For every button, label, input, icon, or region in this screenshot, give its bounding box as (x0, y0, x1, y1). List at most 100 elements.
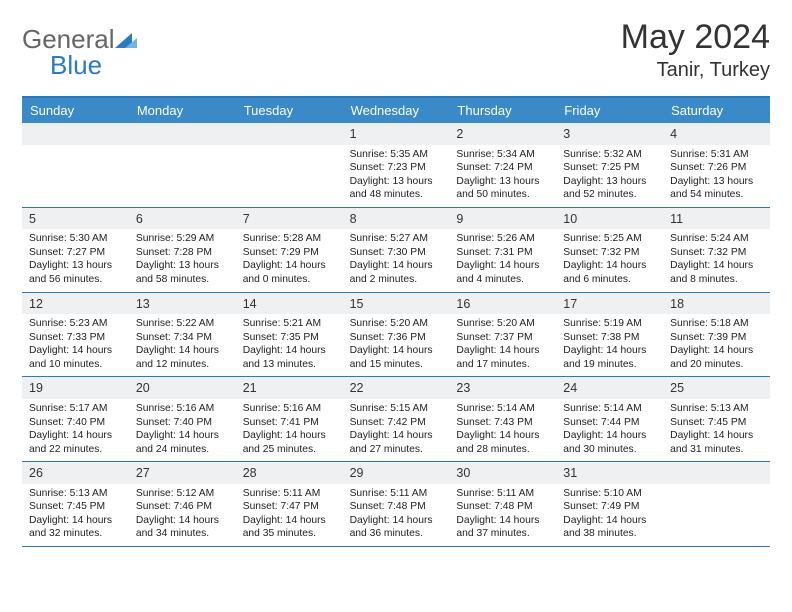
day-header-cell: Wednesday (343, 98, 450, 123)
day-details (22, 145, 129, 203)
day-number: 9 (449, 208, 556, 230)
day-details: Sunrise: 5:20 AMSunset: 7:37 PMDaylight:… (449, 314, 556, 376)
location: Tanir, Turkey (621, 59, 770, 82)
sunset-line: Sunset: 7:42 PM (350, 416, 443, 430)
sunset-line: Sunset: 7:32 PM (670, 246, 763, 260)
day-details (663, 484, 770, 542)
day-number: 29 (343, 462, 450, 484)
day-details: Sunrise: 5:27 AMSunset: 7:30 PMDaylight:… (343, 229, 450, 291)
sunset-line: Sunset: 7:34 PM (136, 331, 229, 345)
sunset-line: Sunset: 7:45 PM (670, 416, 763, 430)
daylight-line: Daylight: 13 hours and 48 minutes. (350, 175, 443, 202)
day-cell: 16Sunrise: 5:20 AMSunset: 7:37 PMDayligh… (449, 293, 556, 377)
sunset-line: Sunset: 7:25 PM (563, 161, 656, 175)
day-number: 21 (236, 377, 343, 399)
sunrise-line: Sunrise: 5:24 AM (670, 232, 763, 246)
day-header-cell: Sunday (22, 98, 129, 123)
day-details: Sunrise: 5:19 AMSunset: 7:38 PMDaylight:… (556, 314, 663, 376)
sunrise-line: Sunrise: 5:17 AM (29, 402, 122, 416)
daylight-line: Daylight: 14 hours and 38 minutes. (563, 514, 656, 541)
week-row: 19Sunrise: 5:17 AMSunset: 7:40 PMDayligh… (22, 377, 770, 462)
day-details (236, 145, 343, 203)
day-number: 18 (663, 293, 770, 315)
day-cell: 27Sunrise: 5:12 AMSunset: 7:46 PMDayligh… (129, 462, 236, 546)
logo-triangle-icon (115, 31, 137, 49)
day-number: 12 (22, 293, 129, 315)
day-cell: 14Sunrise: 5:21 AMSunset: 7:35 PMDayligh… (236, 293, 343, 377)
day-cell: 3Sunrise: 5:32 AMSunset: 7:25 PMDaylight… (556, 123, 663, 207)
day-number (22, 123, 129, 145)
day-details: Sunrise: 5:28 AMSunset: 7:29 PMDaylight:… (236, 229, 343, 291)
day-details: Sunrise: 5:32 AMSunset: 7:25 PMDaylight:… (556, 145, 663, 207)
day-cell: 2Sunrise: 5:34 AMSunset: 7:24 PMDaylight… (449, 123, 556, 207)
day-number: 24 (556, 377, 663, 399)
daylight-line: Daylight: 14 hours and 2 minutes. (350, 259, 443, 286)
daylight-line: Daylight: 14 hours and 37 minutes. (456, 514, 549, 541)
day-cell: 12Sunrise: 5:23 AMSunset: 7:33 PMDayligh… (22, 293, 129, 377)
day-header-cell: Saturday (663, 98, 770, 123)
sunset-line: Sunset: 7:27 PM (29, 246, 122, 260)
day-cell: 19Sunrise: 5:17 AMSunset: 7:40 PMDayligh… (22, 377, 129, 461)
sunrise-line: Sunrise: 5:30 AM (29, 232, 122, 246)
day-number: 19 (22, 377, 129, 399)
day-cell (129, 123, 236, 207)
day-number: 28 (236, 462, 343, 484)
header: General May 2024 Tanir, Turkey (22, 18, 770, 82)
day-details: Sunrise: 5:14 AMSunset: 7:44 PMDaylight:… (556, 399, 663, 461)
day-number: 7 (236, 208, 343, 230)
daylight-line: Daylight: 14 hours and 8 minutes. (670, 259, 763, 286)
day-number: 11 (663, 208, 770, 230)
day-details: Sunrise: 5:15 AMSunset: 7:42 PMDaylight:… (343, 399, 450, 461)
sunrise-line: Sunrise: 5:20 AM (350, 317, 443, 331)
sunrise-line: Sunrise: 5:15 AM (350, 402, 443, 416)
sunset-line: Sunset: 7:46 PM (136, 500, 229, 514)
day-number: 22 (343, 377, 450, 399)
sunset-line: Sunset: 7:29 PM (243, 246, 336, 260)
day-number: 5 (22, 208, 129, 230)
daylight-line: Daylight: 14 hours and 4 minutes. (456, 259, 549, 286)
day-number: 13 (129, 293, 236, 315)
day-cell: 28Sunrise: 5:11 AMSunset: 7:47 PMDayligh… (236, 462, 343, 546)
daylight-line: Daylight: 14 hours and 15 minutes. (350, 344, 443, 371)
day-details: Sunrise: 5:13 AMSunset: 7:45 PMDaylight:… (22, 484, 129, 546)
sunset-line: Sunset: 7:30 PM (350, 246, 443, 260)
day-number: 15 (343, 293, 450, 315)
day-number: 2 (449, 123, 556, 145)
sunrise-line: Sunrise: 5:25 AM (563, 232, 656, 246)
day-details: Sunrise: 5:20 AMSunset: 7:36 PMDaylight:… (343, 314, 450, 376)
day-header-cell: Monday (129, 98, 236, 123)
sunset-line: Sunset: 7:39 PM (670, 331, 763, 345)
day-details: Sunrise: 5:16 AMSunset: 7:40 PMDaylight:… (129, 399, 236, 461)
day-details: Sunrise: 5:11 AMSunset: 7:48 PMDaylight:… (343, 484, 450, 546)
day-details: Sunrise: 5:21 AMSunset: 7:35 PMDaylight:… (236, 314, 343, 376)
day-details: Sunrise: 5:22 AMSunset: 7:34 PMDaylight:… (129, 314, 236, 376)
sunrise-line: Sunrise: 5:31 AM (670, 148, 763, 162)
day-details: Sunrise: 5:11 AMSunset: 7:48 PMDaylight:… (449, 484, 556, 546)
day-number: 6 (129, 208, 236, 230)
daylight-line: Daylight: 14 hours and 19 minutes. (563, 344, 656, 371)
day-cell: 15Sunrise: 5:20 AMSunset: 7:36 PMDayligh… (343, 293, 450, 377)
daylight-line: Daylight: 14 hours and 30 minutes. (563, 429, 656, 456)
month-title: May 2024 (621, 18, 770, 57)
sunset-line: Sunset: 7:35 PM (243, 331, 336, 345)
day-number: 26 (22, 462, 129, 484)
day-cell: 4Sunrise: 5:31 AMSunset: 7:26 PMDaylight… (663, 123, 770, 207)
day-cell: 7Sunrise: 5:28 AMSunset: 7:29 PMDaylight… (236, 208, 343, 292)
day-number: 23 (449, 377, 556, 399)
day-cell: 29Sunrise: 5:11 AMSunset: 7:48 PMDayligh… (343, 462, 450, 546)
daylight-line: Daylight: 14 hours and 20 minutes. (670, 344, 763, 371)
sunrise-line: Sunrise: 5:34 AM (456, 148, 549, 162)
day-number: 3 (556, 123, 663, 145)
daylight-line: Daylight: 14 hours and 32 minutes. (29, 514, 122, 541)
daylight-line: Daylight: 14 hours and 0 minutes. (243, 259, 336, 286)
daylight-line: Daylight: 13 hours and 52 minutes. (563, 175, 656, 202)
day-cell: 24Sunrise: 5:14 AMSunset: 7:44 PMDayligh… (556, 377, 663, 461)
daylight-line: Daylight: 13 hours and 56 minutes. (29, 259, 122, 286)
sunrise-line: Sunrise: 5:10 AM (563, 487, 656, 501)
daylight-line: Daylight: 14 hours and 25 minutes. (243, 429, 336, 456)
day-details: Sunrise: 5:10 AMSunset: 7:49 PMDaylight:… (556, 484, 663, 546)
day-number: 4 (663, 123, 770, 145)
day-details: Sunrise: 5:25 AMSunset: 7:32 PMDaylight:… (556, 229, 663, 291)
day-number: 8 (343, 208, 450, 230)
sunset-line: Sunset: 7:32 PM (563, 246, 656, 260)
